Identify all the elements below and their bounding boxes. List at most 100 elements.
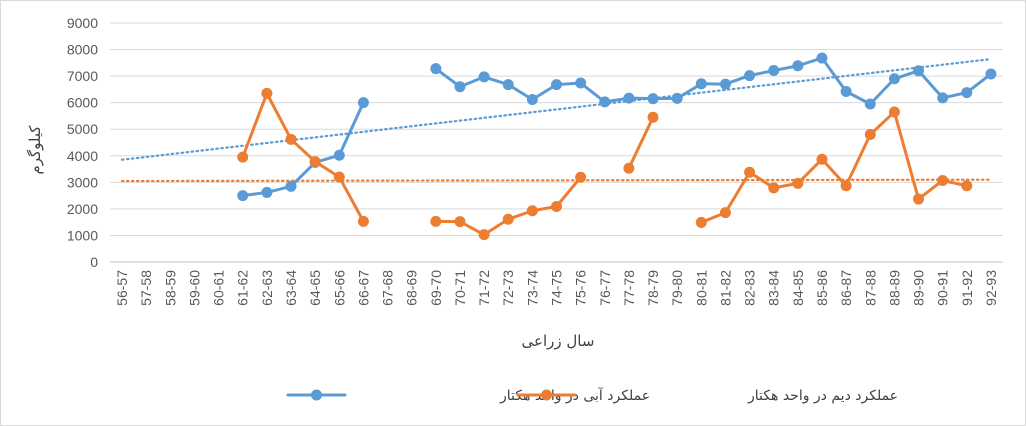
data-point [502, 79, 514, 91]
data-point [333, 149, 345, 161]
y-tick-label: 4000 [67, 148, 98, 164]
data-point [913, 65, 925, 77]
data-point [695, 78, 707, 90]
x-tick-label: 59-60 [186, 270, 202, 306]
legend-marker [311, 389, 322, 401]
x-tick-label: 67-68 [380, 270, 396, 306]
series-line [627, 115, 655, 170]
x-tick-label: 64-65 [307, 270, 323, 306]
data-point [551, 200, 562, 212]
legend-marker [541, 389, 552, 401]
series-line [241, 91, 365, 223]
data-point [454, 216, 466, 228]
x-tick-label: 84-85 [790, 270, 806, 306]
data-point [575, 77, 587, 89]
data-point [744, 166, 756, 178]
x-tick-label: 75-76 [573, 270, 589, 306]
data-point [913, 193, 925, 205]
x-tick-label: 87-88 [862, 270, 878, 306]
x-axis-title: سال زراعی [522, 332, 595, 350]
data-point [768, 65, 780, 77]
data-point [551, 79, 562, 91]
data-point [985, 68, 997, 80]
data-point [599, 96, 611, 108]
x-tick-label: 78-79 [645, 270, 661, 306]
data-point [454, 81, 466, 93]
x-tick-label: 85-86 [814, 270, 830, 306]
x-tick-label: 57-58 [138, 270, 154, 306]
y-tick-labels: 0 1000 2000 3000 4000 5000 6000 7000 8000 9000 [67, 15, 98, 270]
data-point [864, 98, 876, 110]
data-point [309, 156, 321, 168]
series-lines [237, 52, 997, 241]
data-point [285, 133, 297, 145]
x-tick-label: 92-93 [983, 270, 999, 306]
x-tick-label: 89-90 [911, 270, 927, 306]
x-tick-label: 58-59 [162, 270, 178, 306]
legend: عملکرد آبی در واحد هکتار عملکرد دیم در وا… [286, 387, 898, 404]
data-point [647, 111, 659, 123]
data-point [888, 106, 900, 118]
x-tick-label: 91-92 [959, 270, 975, 306]
data-point [961, 87, 973, 99]
y-tick-label: 8000 [67, 42, 98, 58]
data-point [333, 171, 345, 183]
trendline [120, 178, 993, 183]
data-point [888, 73, 900, 85]
x-tick-label: 80-81 [693, 270, 709, 306]
data-point [695, 216, 707, 228]
data-point [792, 177, 804, 189]
x-tick-label: 65-66 [331, 270, 347, 306]
data-point [816, 52, 828, 64]
trendline [120, 58, 993, 161]
data-point [671, 92, 683, 104]
x-tick-label: 83-84 [766, 270, 782, 306]
data-point [840, 180, 852, 192]
legend-label: عملکرد دیم در واحد هکتار [747, 388, 898, 404]
data-point [237, 151, 249, 163]
x-tick-label: 60-61 [211, 270, 227, 306]
x-tick-label: 73-74 [524, 270, 540, 306]
gridlines [110, 22, 1003, 263]
x-tick-label: 90-91 [935, 270, 951, 306]
y-tick-label: 1000 [67, 227, 98, 243]
data-point [719, 78, 731, 90]
y-tick-label: 6000 [67, 95, 98, 111]
x-tick-label: 81-82 [717, 270, 733, 306]
x-tick-label: 68-69 [404, 270, 420, 306]
y-tick-label: 0 [90, 254, 98, 270]
x-tick-label: 62-63 [259, 270, 275, 306]
y-tick-label: 3000 [67, 174, 98, 190]
data-point [937, 92, 949, 104]
y-tick-label: 2000 [67, 201, 98, 217]
x-tick-label: 86-87 [838, 270, 854, 306]
series-2 [237, 87, 973, 241]
x-tick-label: 61-62 [235, 270, 251, 306]
x-tick-label: 70-71 [452, 270, 468, 306]
x-tick-label: 74-75 [549, 270, 565, 306]
data-point [478, 229, 490, 241]
x-tick-label: 56-57 [114, 270, 130, 306]
data-point [744, 70, 756, 82]
data-point [285, 180, 297, 192]
data-point [237, 190, 249, 202]
data-point [526, 205, 538, 217]
data-point [430, 215, 442, 227]
data-point [261, 186, 273, 198]
data-point [575, 171, 587, 183]
data-point [840, 86, 852, 98]
data-point [647, 93, 659, 105]
x-tick-label: 76-77 [597, 270, 613, 306]
x-tick-labels: 56-57 57-58 58-59 59-60 60-61 61-62 62-63 63-64… [114, 270, 999, 306]
data-point [961, 180, 973, 192]
data-point [430, 63, 442, 75]
data-point [478, 71, 490, 83]
data-point [816, 153, 828, 165]
data-point [357, 97, 369, 109]
series-line [434, 56, 993, 106]
x-tick-label: 72-73 [500, 270, 516, 306]
x-tick-label: 88-89 [886, 270, 902, 306]
data-point [864, 129, 876, 141]
